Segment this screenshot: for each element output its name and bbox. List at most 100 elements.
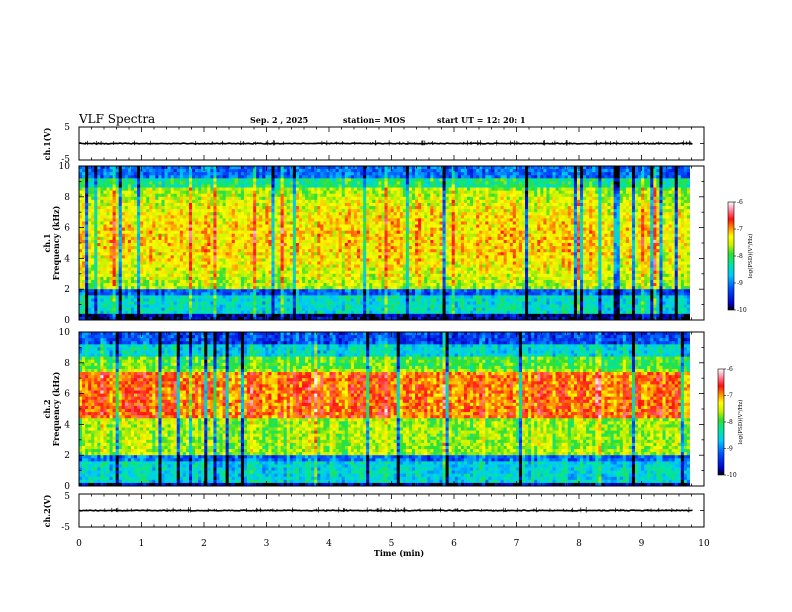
spectrogram-cell <box>344 206 349 210</box>
spectrogram-cell <box>79 258 83 262</box>
spectrogram-cell <box>94 286 98 290</box>
spectrogram-cell <box>137 304 141 309</box>
spectrogram-cell <box>170 301 175 305</box>
spectrogram-cell <box>152 270 156 275</box>
spectrogram-cell <box>341 258 346 262</box>
spectrogram-cell <box>240 221 245 225</box>
spectrogram-cell <box>103 267 107 272</box>
spectrogram-cell <box>253 196 257 201</box>
spectrogram-cell <box>329 236 333 241</box>
spectrogram-cell <box>137 224 141 228</box>
spectrogram-cell <box>91 184 95 188</box>
spectrogram-cell <box>295 181 300 185</box>
spectrogram-cell <box>274 178 278 182</box>
spectrogram-cell <box>192 172 196 176</box>
spectrogram-cell <box>357 255 361 259</box>
spectrogram-cell <box>115 227 120 232</box>
spectrogram-cell <box>302 206 306 210</box>
spectrogram-cell <box>225 230 230 235</box>
spectrogram-cell <box>158 264 162 268</box>
spectrogram-cell <box>198 252 202 256</box>
spectrogram-cell <box>173 264 178 268</box>
spectrogram-cell <box>311 175 315 179</box>
spectrogram-cell <box>347 298 352 302</box>
spectrogram-cell <box>280 196 285 201</box>
spectrogram-cell <box>216 190 220 195</box>
spectrogram-cell <box>308 212 312 216</box>
spectrogram-cell <box>289 233 294 238</box>
spectrogram-cell <box>289 212 294 216</box>
spectrogram-cell <box>311 292 315 296</box>
spectrogram-cell <box>243 181 248 185</box>
spectrogram-cell <box>137 246 141 250</box>
spectrogram-cell <box>198 249 202 253</box>
spectrogram-cell <box>366 261 370 265</box>
spectrogram-cell <box>231 169 236 173</box>
spectrogram-cell <box>308 190 312 195</box>
spectrogram-cell <box>250 224 254 228</box>
spectrogram-cell <box>185 218 190 222</box>
spectrogram-cell <box>149 283 153 287</box>
spectrogram-cell <box>353 233 358 238</box>
spectrogram-cell <box>308 184 312 188</box>
spectrogram-cell <box>124 193 129 198</box>
spectrogram-cell <box>124 295 129 299</box>
spectrogram-cell <box>314 166 318 170</box>
spectrogram-cell <box>103 292 107 296</box>
spectrogram-cell <box>265 187 269 191</box>
spectrogram-cell <box>182 249 187 253</box>
spectrogram-cell <box>182 196 187 201</box>
spectrogram-cell <box>130 258 135 262</box>
spectrogram-cell <box>344 196 349 201</box>
spectrogram-cell <box>363 193 367 198</box>
spectrogram-cell <box>250 227 254 232</box>
spectrogram-cell <box>97 246 101 250</box>
spectrogram-cell <box>323 175 327 179</box>
spectrogram-cell <box>103 209 107 213</box>
spectrogram-cell <box>118 258 123 262</box>
spectrogram-cell <box>240 270 245 275</box>
spectrogram-cell <box>85 283 89 287</box>
spectrogram-cell <box>137 193 141 198</box>
spectrogram-cell <box>173 169 178 173</box>
spectrogram-cell <box>280 175 285 179</box>
spectrogram-cell <box>152 313 156 318</box>
spectrogram-cell <box>363 289 367 293</box>
spectrogram-cell <box>357 212 361 216</box>
spectrogram-cell <box>210 273 214 278</box>
spectrogram-cell <box>302 187 306 191</box>
spectrogram-cell <box>106 206 110 210</box>
spectrogram-cell <box>121 215 126 219</box>
spectrogram-cell <box>213 243 217 247</box>
spectrogram-cell <box>161 199 165 204</box>
spectrogram-cell <box>100 206 104 210</box>
spectrogram-cell <box>237 304 242 309</box>
spectrogram-cell <box>127 286 132 290</box>
spectrogram-cell <box>85 190 89 195</box>
spectrogram-cell <box>298 218 303 222</box>
spectrogram-cell <box>314 286 318 290</box>
spectrogram-cell <box>314 206 318 210</box>
spectrogram-cell <box>79 243 83 247</box>
spectrogram-cell <box>277 304 281 309</box>
spectrogram-cell <box>137 267 141 272</box>
spectrogram-cell <box>185 283 190 287</box>
spectrogram-cell <box>323 187 327 191</box>
spectrogram-cell <box>250 209 254 213</box>
spectrogram-cell <box>366 276 370 281</box>
spectrogram-cell <box>329 261 333 265</box>
spectrogram-cell <box>79 273 83 278</box>
spectrogram-cell <box>353 224 358 228</box>
spectrogram-cell <box>277 184 281 188</box>
spectrogram-cell <box>332 310 336 315</box>
spectrogram-cell <box>106 264 110 268</box>
spectrogram-cell <box>152 286 156 290</box>
spectrogram-cell <box>253 227 257 232</box>
spectrogram-cell <box>124 224 129 228</box>
spectrogram-cell <box>228 175 233 179</box>
spectrogram-cell <box>207 224 211 228</box>
spectrogram-cell <box>91 264 95 268</box>
spectrogram-cell <box>311 178 315 182</box>
spectrogram-cell <box>332 316 336 320</box>
spectrogram-cell <box>185 181 190 185</box>
